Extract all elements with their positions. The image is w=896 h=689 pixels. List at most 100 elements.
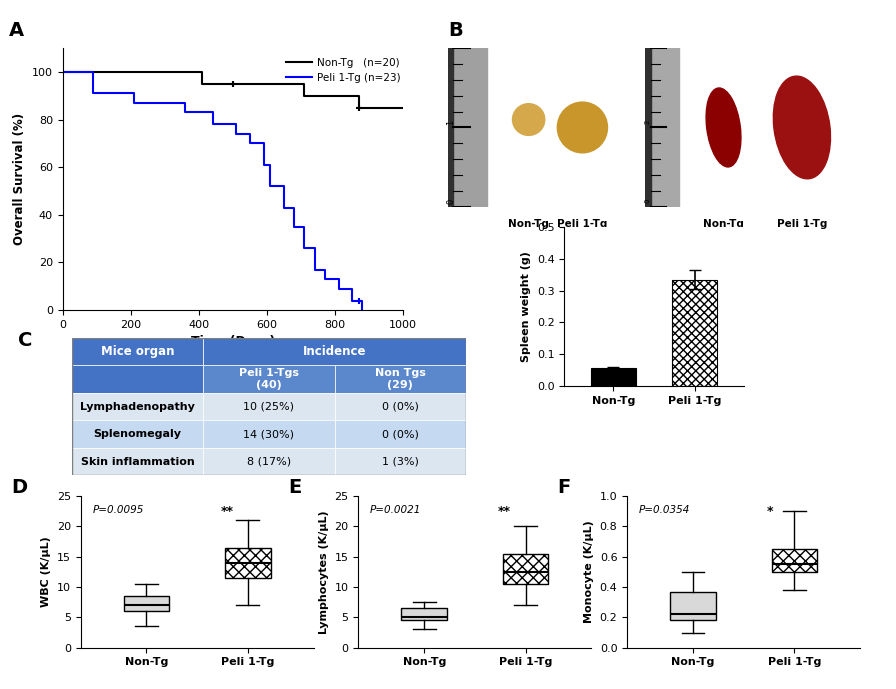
Peli 1-Tg (n=23): [309, 265, 320, 274]
Text: 10 (25%): 10 (25%): [244, 402, 294, 411]
Text: 0 (0%): 0 (0%): [382, 429, 418, 439]
Non-Tg   (n=20): [398, 103, 409, 112]
Bar: [72, 393, 203, 420]
Line: Non-Tg   (n=20): Non-Tg (n=20): [63, 72, 403, 107]
Text: **: **: [220, 505, 234, 518]
Non-Tg   (n=20): [296, 80, 306, 88]
Non-Tg   (n=20): [330, 92, 340, 100]
X-axis label: Time (Days): Time (Days): [191, 336, 275, 349]
Peli 1-Tg (n=23): [357, 306, 367, 314]
Peli 1-Tg (n=23): [203, 108, 214, 116]
Peli 1-Tg (n=23): [354, 296, 365, 305]
Non-Tg   (n=20): [91, 68, 102, 76]
Bar: [203, 448, 334, 475]
Text: *: *: [767, 505, 773, 518]
Ellipse shape: [706, 88, 741, 167]
Peli 1-Tg (n=23): [320, 275, 331, 283]
Peli 1-Tg (n=23): [84, 68, 95, 76]
Peli 1-Tg (n=23): [57, 68, 68, 76]
Peli 1-Tg (n=23): [262, 161, 272, 169]
Y-axis label: Spleen weight (g): Spleen weight (g): [521, 251, 531, 362]
Y-axis label: Lymphocytes (K/μL): Lymphocytes (K/μL): [319, 510, 329, 634]
Non-Tg   (n=20): [354, 103, 365, 112]
Peli 1-Tg (n=23): [296, 223, 306, 231]
Bar: [72, 420, 203, 448]
Text: P=0.0021: P=0.0021: [370, 505, 421, 515]
Bar: [334, 448, 466, 475]
Non-Tg   (n=20): [194, 68, 204, 76]
Peli 1-Tg (n=23): [258, 161, 269, 169]
PathPatch shape: [771, 549, 817, 572]
Non-Tg   (n=20): [262, 80, 272, 88]
Text: 2: 2: [644, 119, 650, 124]
Peli 1-Tg (n=23): [279, 203, 289, 212]
Non-Tg   (n=20): [299, 92, 310, 100]
Peli 1-Tg (n=23): [265, 182, 276, 190]
Text: Skin inflammation: Skin inflammation: [81, 457, 194, 466]
Peli 1-Tg (n=23): [330, 275, 340, 283]
Text: Splenomegaly: Splenomegaly: [93, 429, 181, 439]
Text: 0: 0: [446, 198, 455, 204]
Text: P=0.0095: P=0.0095: [92, 505, 143, 515]
Text: D: D: [11, 478, 27, 497]
Text: 0 (0%): 0 (0%): [382, 402, 418, 411]
Text: 0: 0: [644, 198, 650, 203]
Text: Peli 1-Tg: Peli 1-Tg: [777, 219, 827, 229]
Bar: [203, 338, 466, 365]
Bar: [334, 365, 466, 393]
Peli 1-Tg (n=23): [245, 139, 255, 147]
Peli 1-Tg (n=23): [228, 121, 238, 129]
Peli 1-Tg (n=23): [177, 99, 187, 107]
PathPatch shape: [401, 608, 447, 620]
Peli 1-Tg (n=23): [316, 265, 327, 274]
Text: E: E: [289, 478, 302, 497]
Line: Peli 1-Tg (n=23): Peli 1-Tg (n=23): [63, 72, 362, 310]
Text: P=0.0354: P=0.0354: [639, 505, 690, 515]
Text: 14 (30%): 14 (30%): [244, 429, 294, 439]
Text: A: A: [9, 21, 24, 40]
Bar: [448, 48, 453, 207]
Bar: [72, 365, 203, 393]
Legend: Non-Tg   (n=20), Peli 1-Tg (n=23): Non-Tg (n=20), Peli 1-Tg (n=23): [281, 54, 405, 87]
Peli 1-Tg (n=23): [299, 244, 310, 252]
Text: Incidence: Incidence: [303, 345, 366, 358]
PathPatch shape: [124, 596, 169, 611]
Peli 1-Tg (n=23): [275, 182, 286, 190]
Text: Lymphadenopathy: Lymphadenopathy: [80, 402, 194, 411]
Peli 1-Tg (n=23): [180, 108, 191, 116]
Bar: [645, 48, 650, 207]
Bar: [591, 369, 636, 386]
Peli 1-Tg (n=23): [286, 203, 297, 212]
Ellipse shape: [773, 76, 831, 179]
Peli 1-Tg (n=23): [343, 285, 354, 293]
Bar: [645, 48, 679, 207]
Ellipse shape: [557, 102, 607, 153]
Text: Peli 1-Tgs
(40): Peli 1-Tgs (40): [239, 368, 298, 390]
Peli 1-Tg (n=23): [129, 99, 140, 107]
Y-axis label: Overall Survival (%): Overall Survival (%): [13, 113, 27, 245]
Bar: [334, 420, 466, 448]
Text: 1: 1: [446, 119, 455, 125]
PathPatch shape: [225, 548, 271, 578]
Non-Tg   (n=20): [57, 68, 68, 76]
Text: Non-Tg: Non-Tg: [508, 219, 549, 229]
Peli 1-Tg (n=23): [289, 223, 299, 231]
Text: Non Tgs
(29): Non Tgs (29): [375, 368, 426, 390]
Bar: [672, 280, 717, 386]
Bar: [203, 420, 334, 448]
Non-Tg   (n=20): [357, 103, 367, 112]
Bar: [203, 393, 334, 420]
Peli 1-Tg (n=23): [254, 139, 265, 147]
Peli 1-Tg (n=23): [231, 130, 242, 138]
Text: F: F: [557, 478, 571, 497]
Bar: [72, 448, 203, 475]
Non-Tg   (n=20): [197, 80, 208, 88]
Text: Mice organ: Mice organ: [100, 345, 174, 358]
Text: **: **: [498, 505, 512, 518]
Text: Peli 1-Tg: Peli 1-Tg: [557, 219, 607, 229]
Peli 1-Tg (n=23): [241, 130, 252, 138]
Bar: [72, 338, 203, 365]
PathPatch shape: [670, 592, 716, 620]
Text: 1 (3%): 1 (3%): [382, 457, 418, 466]
Text: C: C: [18, 331, 32, 350]
